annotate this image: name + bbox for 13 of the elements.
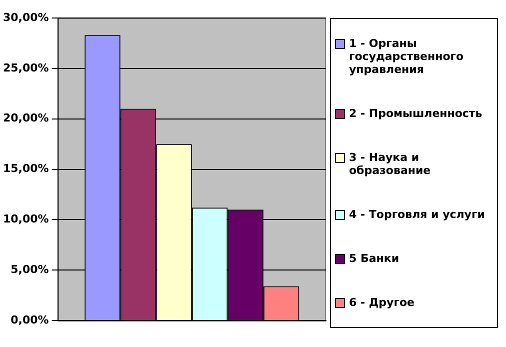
y-tick-label: 15,00% — [2, 162, 49, 176]
legend-label: 6 - Другое — [349, 296, 414, 310]
legend-label: 1 - Органы государственного управления — [349, 36, 465, 76]
legend-label: 4 - Торговля и услуги — [349, 208, 485, 222]
legend-label: 5 Банки — [349, 252, 400, 266]
legend-label: 2 - Промышленность — [349, 106, 482, 120]
y-tick-label: 20,00% — [2, 112, 49, 125]
y-tick-label: 30,00% — [2, 10, 49, 24]
y-tick-label: 25,00% — [2, 61, 49, 74]
y-tick-label: 0,00% — [10, 313, 49, 326]
legend-label: 3 - Наука и образование — [349, 150, 432, 177]
y-tick-label: 5,00% — [10, 263, 49, 276]
y-tick-label: 10,00% — [2, 212, 49, 226]
